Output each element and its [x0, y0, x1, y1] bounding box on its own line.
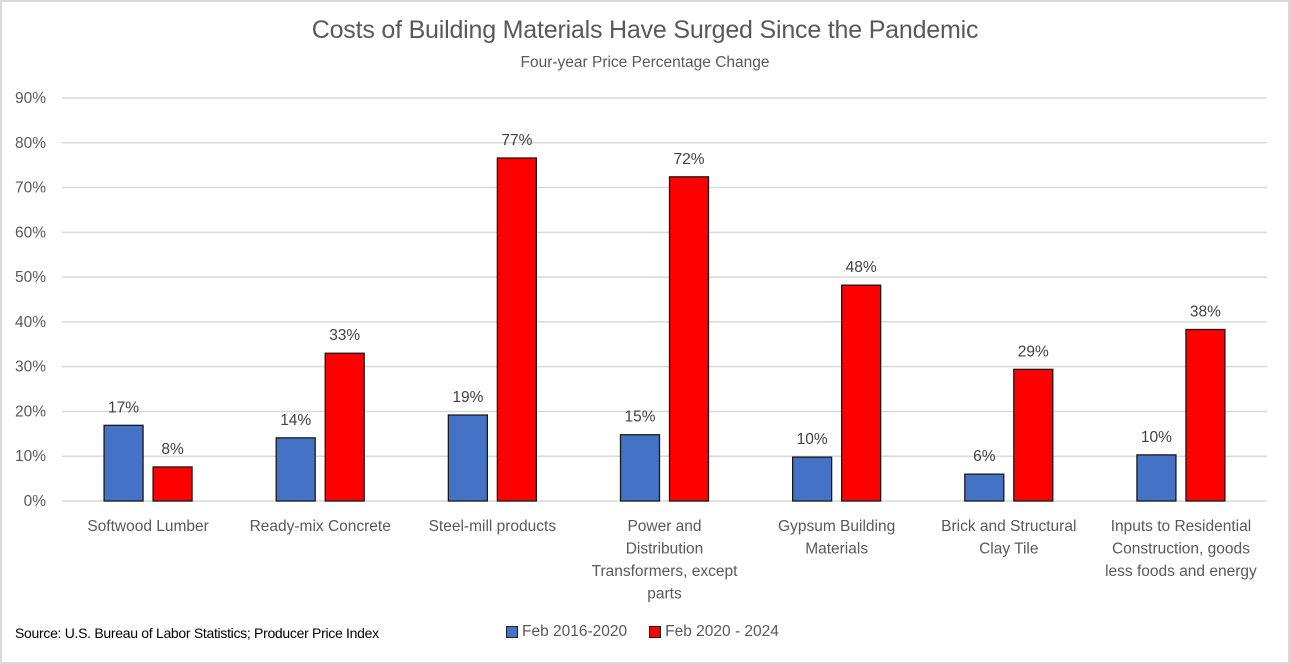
y-tick-label: 50% — [15, 269, 46, 286]
legend-label: Feb 2016-2020 — [522, 623, 628, 640]
x-category-label: Materials — [805, 541, 868, 558]
y-tick-label: 60% — [15, 224, 46, 241]
bar-feb-2016-2020 — [447, 414, 489, 502]
data-label: 17% — [108, 399, 139, 416]
data-label: 19% — [452, 389, 483, 406]
x-category-label: parts — [647, 586, 682, 603]
data-label: 72% — [673, 151, 704, 168]
data-label: 48% — [846, 259, 877, 276]
chart-subtitle: Four-year Price Percentage Change — [520, 54, 770, 71]
data-label: 77% — [501, 132, 532, 149]
legend: Feb 2016-2020 Feb 2020 - 2024 — [506, 623, 779, 641]
bar-feb-2020-2024 — [152, 466, 193, 502]
bar-feb-2016-2020 — [964, 473, 1005, 502]
source-note: Source: U.S. Bureau of Labor Statistics;… — [15, 625, 379, 641]
x-category-label: Transformers, except — [592, 563, 739, 580]
bar-feb-2020-2024 — [1185, 328, 1226, 502]
y-tick-label: 40% — [15, 314, 46, 331]
x-category-label: Gypsum Building — [778, 518, 895, 535]
legend-swatch-blue — [506, 626, 518, 638]
y-tick-label: 90% — [15, 90, 46, 107]
y-tick-label: 30% — [15, 359, 46, 376]
bar-feb-2020-2024 — [496, 157, 538, 502]
legend-item-2020-2024: Feb 2020 - 2024 — [649, 623, 779, 641]
y-tick-label: 70% — [15, 180, 46, 197]
y-axis-tick-labels: 0% 10% 20% 30% 40% 50% 60% 70% 80% 90% — [15, 90, 46, 510]
data-label: 38% — [1190, 304, 1221, 321]
x-category-label: Inputs to Residential — [1111, 518, 1251, 535]
x-category-label: Construction, goods — [1112, 541, 1250, 558]
y-tick-label: 20% — [15, 403, 46, 420]
bar-feb-2016-2020 — [791, 456, 833, 502]
x-category-label: Steel-mill products — [429, 518, 557, 535]
bars — [103, 157, 1226, 502]
y-tick-label: 10% — [15, 448, 46, 465]
data-label: 14% — [280, 412, 311, 429]
x-category-label: Power and — [627, 518, 701, 535]
data-label: 10% — [1141, 429, 1172, 446]
data-label: 6% — [973, 448, 996, 465]
data-label: 33% — [329, 327, 360, 344]
x-category-label: Distribution — [626, 541, 704, 558]
legend-label: Feb 2020 - 2024 — [665, 623, 779, 640]
x-axis-category-labels: Softwood Lumber Ready-mix Concrete Steel-m… — [87, 518, 1257, 603]
legend-swatch-red — [649, 626, 662, 638]
bar-feb-2016-2020 — [275, 437, 316, 502]
bar-feb-2020-2024 — [840, 284, 882, 502]
data-label: 29% — [1018, 343, 1049, 360]
data-labels: 17% 8% 14% 33% 19% 77% 15% 72% 10% 48% 6% 29% 10% 38% — [108, 132, 1221, 465]
bar-feb-2016-2020 — [619, 434, 661, 502]
x-category-label: Ready-mix Concrete — [250, 518, 391, 535]
x-category-label: Softwood Lumber — [87, 518, 209, 535]
bar-feb-2020-2024 — [668, 176, 710, 502]
bar-feb-2016-2020 — [1136, 454, 1177, 502]
data-label: 10% — [797, 431, 828, 448]
bar-feb-2016-2020 — [103, 424, 144, 502]
x-category-label: less foods and energy — [1105, 563, 1257, 580]
chart-title: Costs of Building Materials Have Surged … — [311, 16, 979, 44]
x-category-label: Brick and Structural — [941, 518, 1076, 535]
x-category-label: Clay Tile — [979, 541, 1038, 558]
gridlines — [62, 97, 1267, 502]
y-tick-label: 80% — [15, 135, 46, 152]
legend-item-2016-2020: Feb 2016-2020 — [506, 623, 627, 641]
bar-feb-2020-2024 — [1013, 368, 1054, 502]
bar-feb-2020-2024 — [324, 352, 365, 502]
data-label: 15% — [624, 409, 655, 426]
y-tick-label: 0% — [24, 493, 47, 510]
data-label: 8% — [161, 441, 184, 458]
